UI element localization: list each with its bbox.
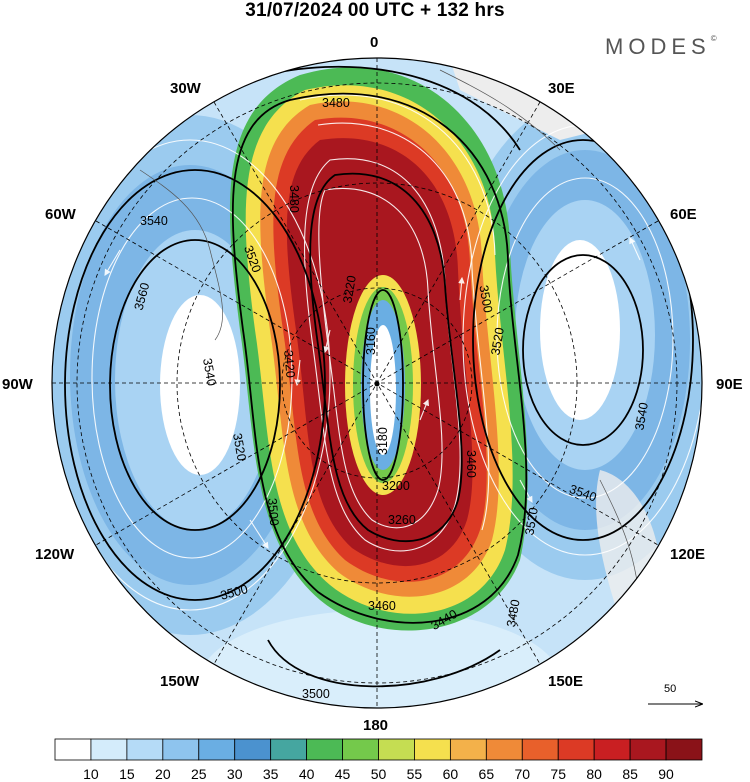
colorbar-swatch — [306, 738, 343, 761]
lon-label-120w: 120W — [35, 546, 75, 563]
lon-label-90w: 90W — [2, 376, 33, 393]
lon-label-120e: 120E — [670, 546, 706, 563]
svg-text:3500: 3500 — [265, 498, 281, 527]
colorbar-tick-label: 65 — [478, 766, 495, 782]
svg-text:3200: 3200 — [382, 479, 410, 493]
svg-text:3520: 3520 — [230, 432, 249, 462]
wind-streamlines — [52, 94, 702, 611]
colorbar-swatch — [342, 738, 379, 761]
svg-text:3560: 3560 — [132, 281, 153, 312]
colorbar-tick-label: 45 — [334, 766, 351, 782]
svg-text:3540: 3540 — [632, 401, 651, 431]
colorbar-swatch — [665, 738, 703, 761]
svg-text:3480: 3480 — [504, 598, 523, 628]
lon-label-180: 180 — [363, 717, 389, 734]
colorbar-swatch — [234, 738, 272, 761]
svg-text:3540: 3540 — [200, 357, 219, 387]
lon-label-150w: 150W — [160, 673, 200, 690]
colorbar-tick-label: 40 — [298, 766, 315, 782]
lon-label-60w: 60W — [45, 206, 76, 223]
svg-text:3460: 3460 — [464, 450, 478, 478]
svg-text:3520: 3520 — [488, 326, 507, 356]
colorbar-swatch — [198, 738, 236, 761]
svg-text:3480: 3480 — [287, 185, 301, 213]
map-boundary — [51, 57, 703, 709]
svg-text:3500: 3500 — [476, 284, 495, 314]
colorbar-swatch — [485, 738, 523, 761]
colorbar-tick-label: 50 — [370, 766, 387, 782]
colorbar-tick-label: 70 — [514, 766, 531, 782]
svg-text:3260: 3260 — [388, 513, 416, 527]
svg-text:3500: 3500 — [219, 582, 250, 603]
svg-text:3220: 3220 — [340, 274, 359, 304]
svg-text:3420: 3420 — [281, 350, 297, 379]
colorbar-tick-label: 25 — [190, 766, 207, 782]
colorbar-tick-label: 15 — [119, 766, 135, 782]
colorbar-tick-label: 20 — [155, 766, 171, 782]
svg-text:3520: 3520 — [522, 506, 541, 536]
colorbar-swatch — [521, 738, 559, 761]
colorbar-swatch — [629, 738, 667, 761]
colorbar — [54, 738, 703, 761]
svg-text:3540: 3540 — [140, 214, 168, 228]
colorbar-tick-label: 10 — [83, 766, 99, 782]
colorbar-swatch — [126, 738, 164, 761]
colorbar-swatch — [557, 738, 595, 761]
lon-label-150e: 150E — [548, 673, 584, 690]
svg-text:3500: 3500 — [302, 687, 330, 701]
colorbar-tick-label: 30 — [226, 766, 243, 782]
south-pole-marker — [374, 381, 380, 387]
modes-logo: MODES© — [605, 34, 717, 59]
svg-text:3180: 3180 — [376, 427, 390, 455]
wind-reference-value: 50 — [664, 683, 677, 695]
colorbar-swatch — [90, 738, 128, 761]
svg-text:3480: 3480 — [322, 96, 350, 110]
colorbar-swatch — [414, 738, 451, 761]
lon-label-90e: 90E — [716, 376, 743, 393]
colorbar-swatch — [270, 738, 308, 761]
colorbar-swatch — [162, 738, 200, 761]
wind-speed-shading — [52, 58, 702, 708]
svg-text:3160: 3160 — [364, 327, 378, 355]
colorbar-swatch — [593, 738, 631, 761]
colorbar-tick-label: 60 — [442, 766, 459, 782]
colorbar-tick-label: 35 — [262, 766, 279, 782]
colorbar-tick-label: 55 — [406, 766, 423, 782]
colorbar-tick-label: 80 — [586, 766, 602, 782]
colorbar-swatch — [378, 738, 415, 761]
colorbar-swatch — [54, 738, 92, 761]
colorbar-tick-label: 90 — [658, 766, 674, 782]
lon-label-60e: 60E — [670, 206, 697, 223]
colorbar-swatch — [449, 738, 487, 761]
lon-label-0: 0 — [370, 34, 379, 51]
colorbar-tick-label: 75 — [550, 766, 566, 782]
chart-title: 31/07/2024 00 UTC + 132 hrs — [245, 0, 505, 21]
height-contours — [64, 65, 694, 688]
svg-text:3460: 3460 — [368, 599, 396, 613]
lon-label-30w: 30W — [170, 80, 201, 97]
colorbar-tick-label: 85 — [622, 766, 638, 782]
lon-label-30e: 30E — [548, 80, 575, 97]
